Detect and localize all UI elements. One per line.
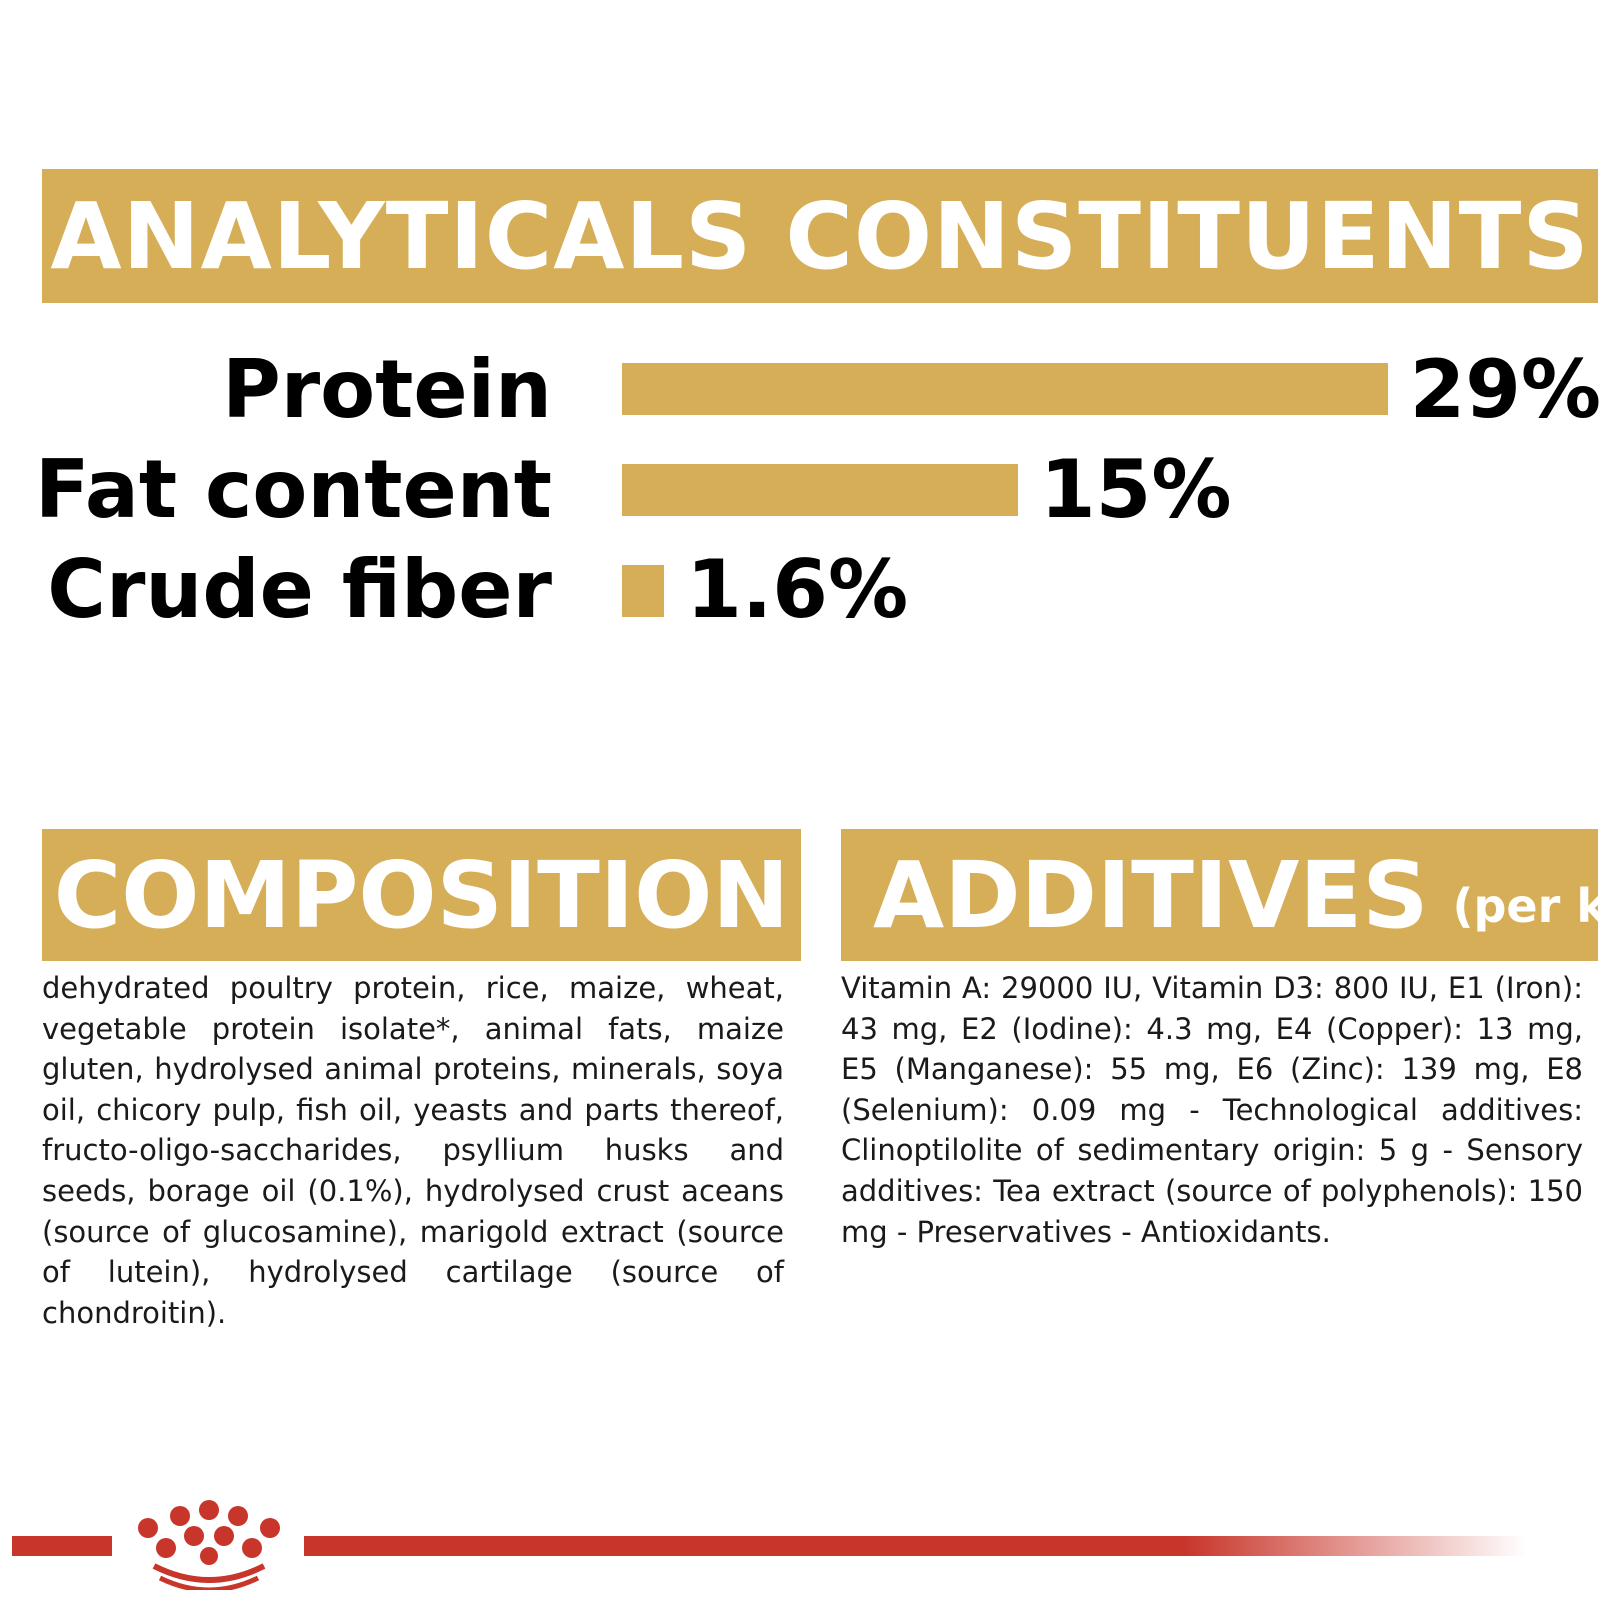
protein-bar bbox=[622, 363, 1388, 415]
footer-line-left bbox=[12, 1536, 112, 1556]
composition-title: COMPOSITION bbox=[53, 841, 790, 949]
additives-text: Vitamin A: 29000 IU, Vitamin D3: 800 IU,… bbox=[841, 971, 1583, 1249]
additives-subtitle: (per kg) bbox=[1452, 879, 1614, 933]
analytical-constituents-header: ANALYTICALS CONSTITUENTS bbox=[42, 169, 1598, 303]
fat-content-bar bbox=[622, 464, 1018, 516]
additives-title: ADDITIVES bbox=[873, 841, 1429, 949]
fat-content-label: Fat content bbox=[34, 443, 552, 536]
additives-header: ADDITIVES (per kg) bbox=[841, 829, 1614, 961]
protein-label: Protein bbox=[222, 343, 552, 436]
fat-content-value: 15% bbox=[1040, 443, 1232, 536]
crude-fiber-label: Crude fiber bbox=[47, 543, 552, 636]
composition-text: dehydrated poultry protein, rice, maize,… bbox=[42, 971, 784, 1330]
analytical-constituents-title: ANALYTICALS CONSTITUENTS bbox=[50, 182, 1590, 290]
footer-line-right bbox=[304, 1536, 1526, 1556]
composition-header: COMPOSITION bbox=[42, 829, 801, 961]
crude-fiber-bar bbox=[622, 565, 665, 617]
royal-canin-crown-icon bbox=[138, 1500, 280, 1590]
crude-fiber-value: 1.6% bbox=[686, 543, 909, 636]
protein-value: 29% bbox=[1409, 343, 1602, 436]
